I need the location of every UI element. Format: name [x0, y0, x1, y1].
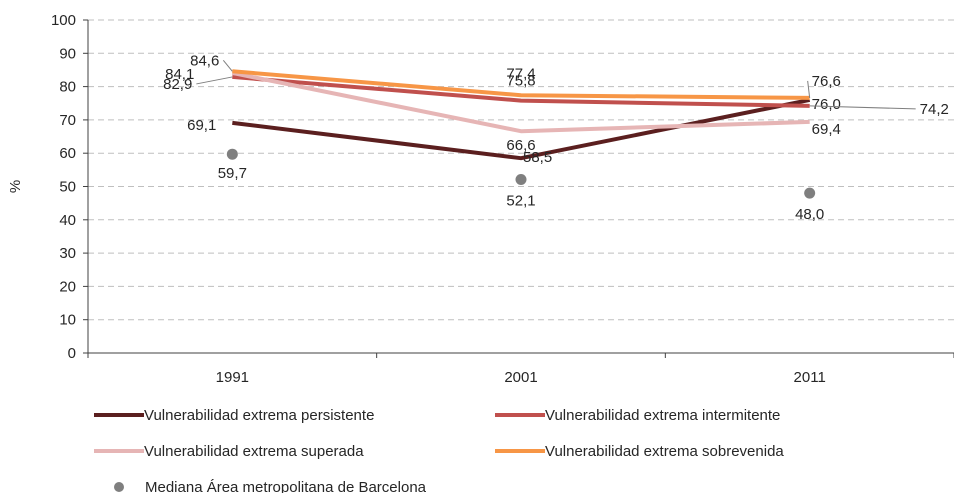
series-lines: [231, 69, 811, 161]
y-tick-label: 70: [59, 112, 76, 129]
label-leader-line: [222, 59, 233, 72]
series-line: [232, 69, 810, 100]
y-tick-label: 0: [68, 345, 76, 362]
y-tick-label: 30: [59, 245, 76, 262]
median-point: [804, 187, 816, 199]
label-leader-line: [809, 105, 916, 110]
axes: 0 10 20 30 40 50 60 70 80 90 100% 1991 2001 2011: [7, 12, 954, 386]
y-tick-label: 50: [59, 179, 76, 196]
data-label: 58,5: [523, 149, 552, 166]
label-leader-line: [196, 76, 233, 85]
data-label: 74,2: [920, 101, 949, 118]
median-point-label: 59,7: [218, 165, 247, 182]
label-leader-line: [807, 80, 811, 98]
x-tick-label: 1991: [216, 369, 249, 386]
legend-label: Vulnerabilidad extrema sobrevenida: [545, 443, 784, 460]
median-point-label: 48,0: [795, 206, 824, 223]
legend-label: Vulnerabilidad extrema superada: [144, 443, 364, 460]
data-label: 84,6: [190, 52, 219, 69]
legend: Vulnerabilidad extrema persistente Vulner…: [94, 407, 784, 496]
median-point: [226, 148, 238, 160]
series-line: [231, 70, 810, 134]
y-axis-title: %: [7, 180, 24, 193]
data-label: 69,4: [812, 121, 841, 138]
y-tick-label: 80: [59, 79, 76, 96]
y-tick-label: 10: [59, 312, 76, 329]
y-tick-label: 60: [59, 145, 76, 162]
data-label: 76,0: [812, 96, 841, 113]
legend-label: Vulnerabilidad extrema intermitente: [545, 407, 780, 424]
x-tick-label: 2011: [794, 369, 826, 386]
data-label: 76,6: [812, 73, 841, 90]
median-point-label: 52,1: [506, 193, 535, 210]
y-tick-label: 20: [59, 278, 76, 295]
data-label: 77,4: [506, 65, 535, 82]
data-label: 66,6: [506, 137, 535, 154]
data-label: 69,1: [187, 117, 216, 134]
x-tick-label: 2001: [504, 369, 537, 386]
y-tick-label: 90: [59, 45, 76, 62]
data-label: 84,1: [165, 66, 194, 83]
legend-marker: [114, 482, 124, 492]
legend-label: Mediana Área metropolitana de Barcelona: [145, 479, 427, 493]
data-labels: 69,1 58,5 76,0 82,9 75,8 74,2 84,1 66,6 69,4 84,6…: [163, 52, 949, 223]
y-tick-label: 100: [51, 12, 76, 29]
data-label: 75,8: [506, 73, 535, 90]
median-points: [226, 148, 816, 199]
median-point: [515, 174, 527, 186]
series-line: [232, 97, 811, 161]
data-label: 82,9: [163, 76, 192, 93]
y-tick-label: 40: [59, 212, 76, 229]
series-line: [232, 74, 810, 108]
legend-label: Vulnerabilidad extrema persistente: [144, 407, 374, 424]
